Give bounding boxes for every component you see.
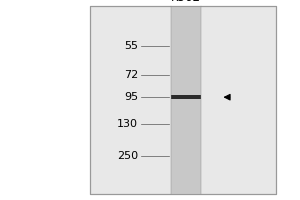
Bar	[171, 6, 201, 194]
Text: K562: K562	[171, 0, 201, 4]
Text: 72: 72	[124, 70, 138, 80]
Text: 130: 130	[117, 119, 138, 129]
Text: 95: 95	[124, 92, 138, 102]
Bar	[171, 95, 201, 99]
Text: 250: 250	[117, 151, 138, 161]
Text: 55: 55	[124, 41, 138, 51]
Bar	[90, 6, 276, 194]
Bar	[90, 6, 276, 194]
